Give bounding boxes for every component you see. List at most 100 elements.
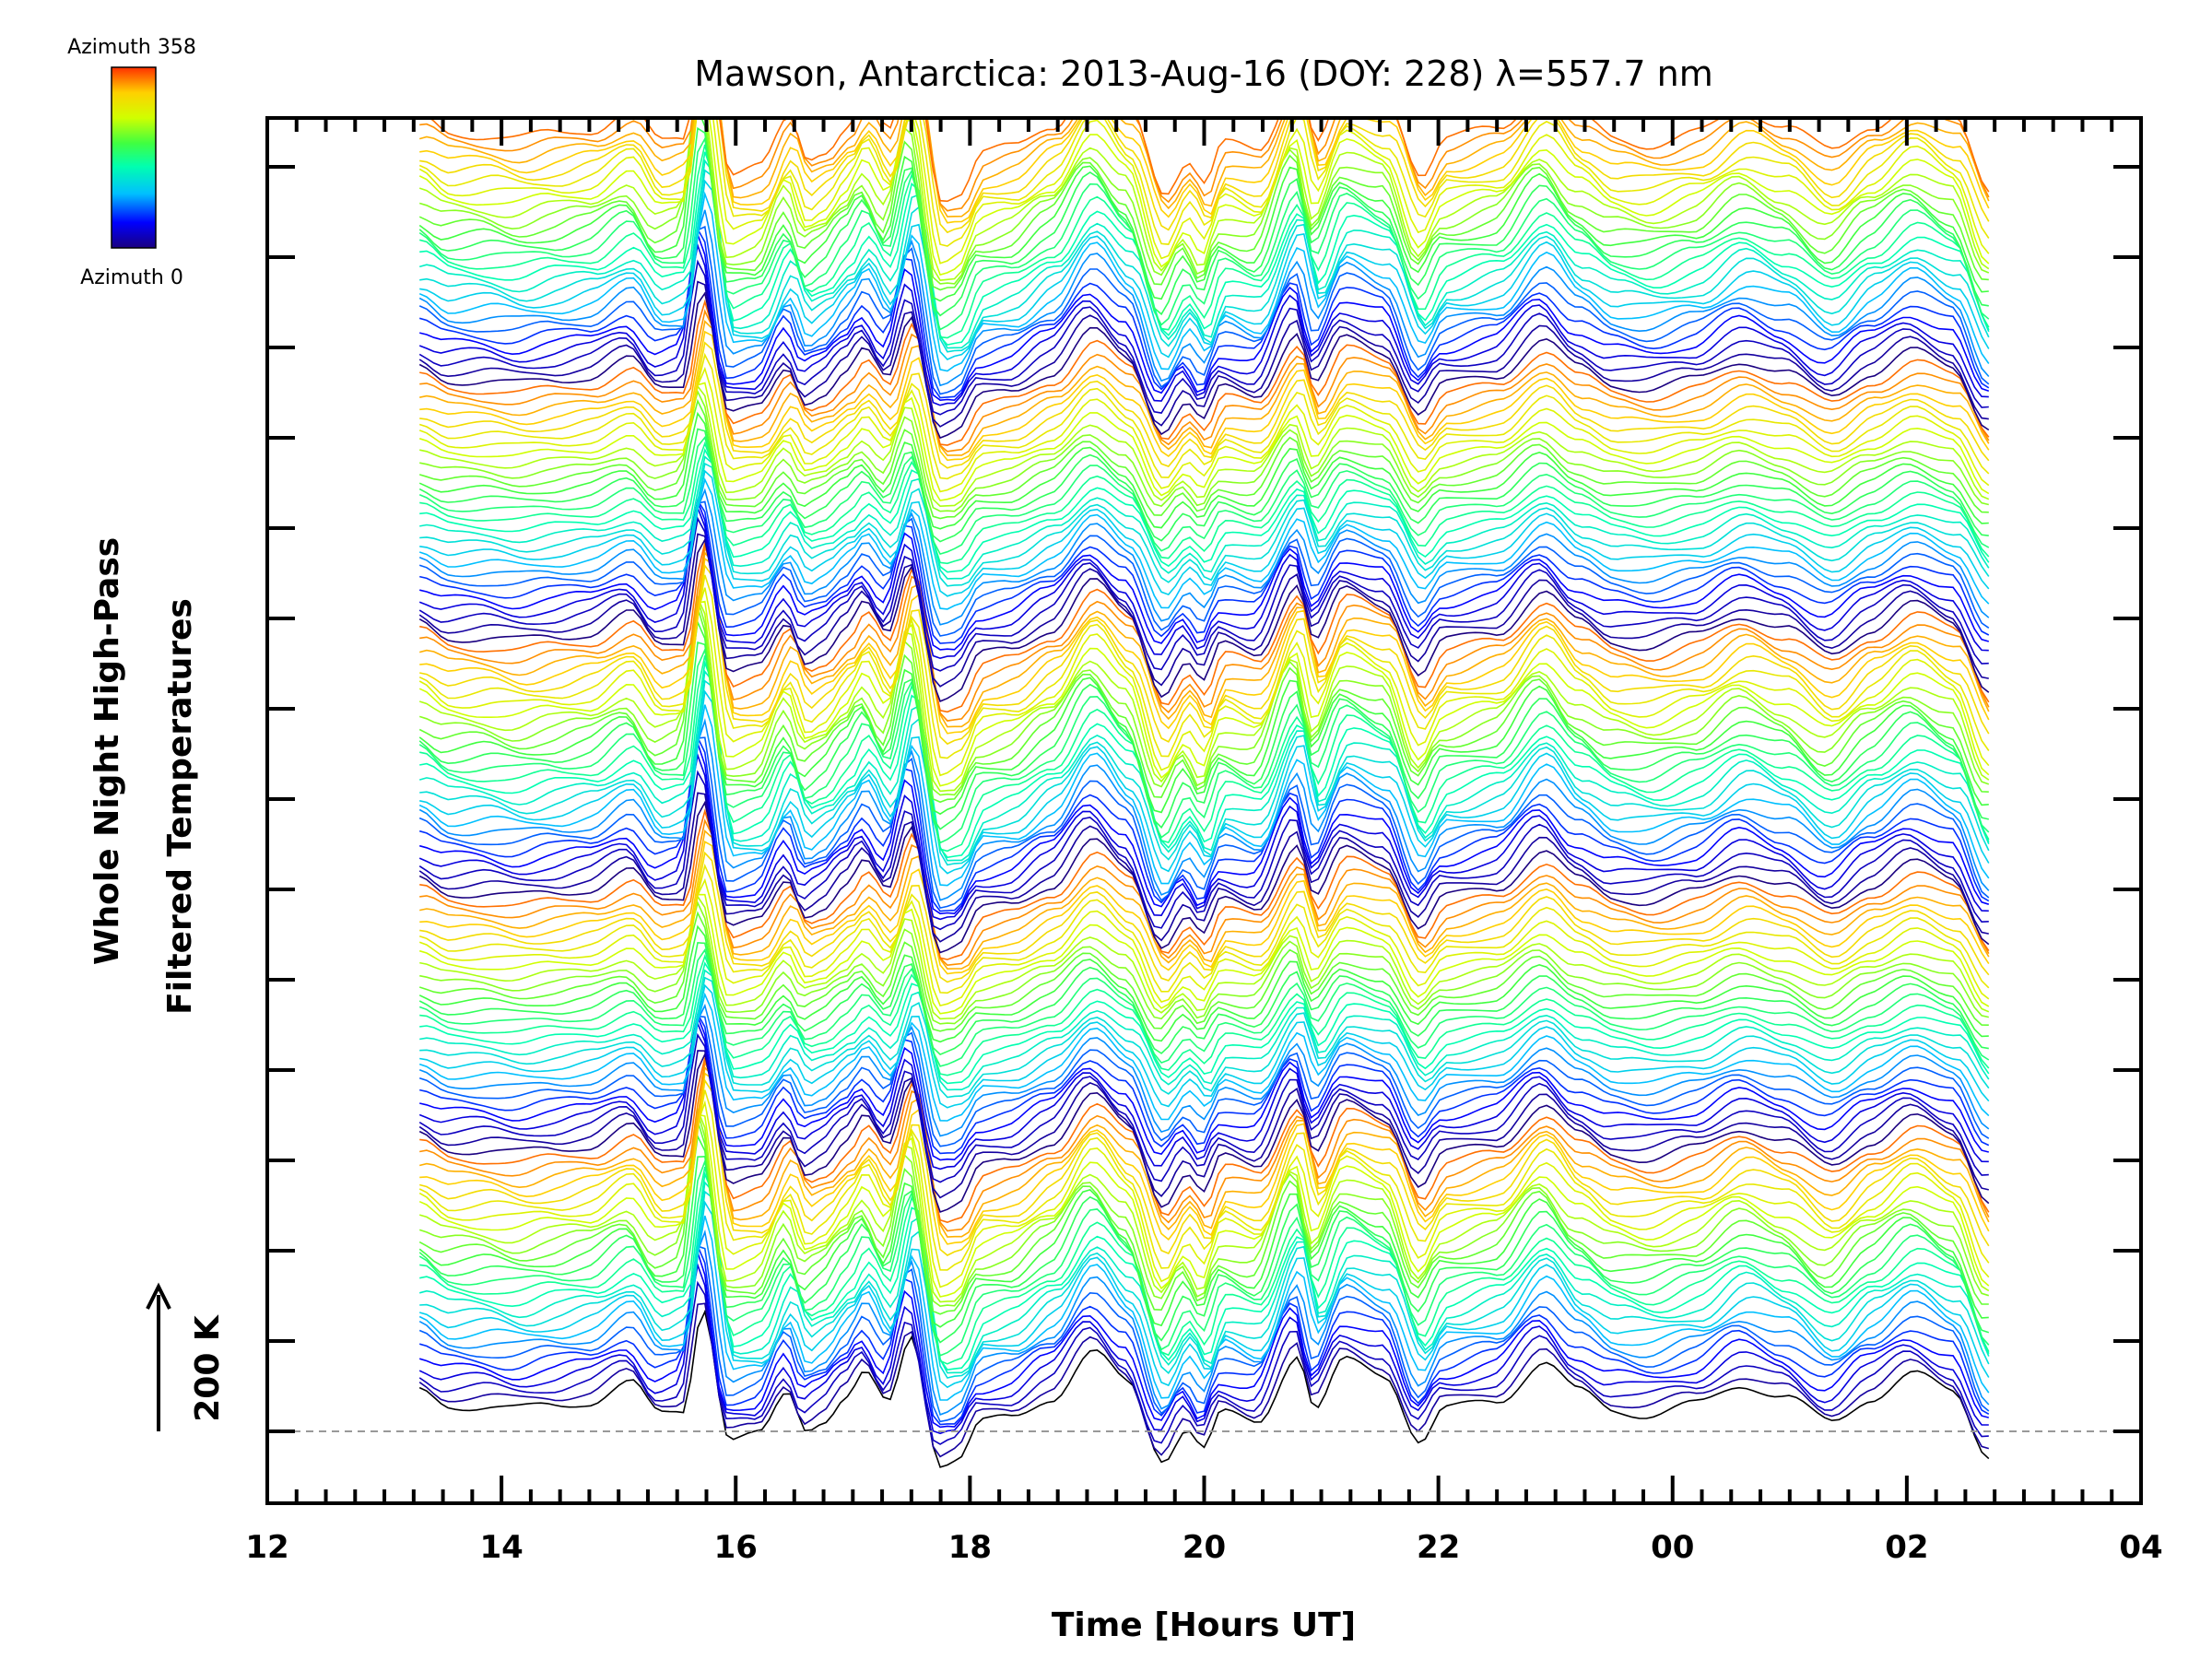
azimuth-trace <box>418 1050 1989 1199</box>
azimuth-trace <box>418 992 1990 1122</box>
azimuth-trace <box>418 619 1989 816</box>
azimuth-trace <box>418 1159 1990 1357</box>
azimuth-trace <box>418 126 1989 317</box>
azimuth-trace <box>418 736 1990 910</box>
azimuth-trace <box>419 655 1990 853</box>
azimuth-trace <box>419 462 1990 587</box>
azimuth-trace <box>419 830 1990 971</box>
azimuth-trace <box>418 1078 1990 1256</box>
azimuth-trace <box>419 151 1990 346</box>
azimuth-trace <box>419 1065 1990 1238</box>
azimuth-trace <box>418 1032 1989 1183</box>
azimuth-trace <box>419 1059 1990 1232</box>
azimuth-trace <box>418 1302 1990 1458</box>
azimuth-trace <box>419 1190 1990 1379</box>
azimuth-trace <box>419 969 1990 1091</box>
x-axis-label: Time [Hours UT] <box>1052 1606 1356 1644</box>
azimuth-trace <box>418 1015 1990 1147</box>
scale-arrow-head <box>146 1282 171 1310</box>
azimuth-trace <box>418 550 1990 728</box>
azimuth-trace <box>418 1262 1989 1435</box>
azimuth-trace <box>418 118 1990 218</box>
scale-label: 200 K <box>189 1314 227 1422</box>
azimuth-trace <box>418 411 1989 530</box>
azimuth-trace <box>418 877 1990 1007</box>
azimuth-trace <box>418 647 1990 844</box>
azimuth-trace <box>418 800 1990 954</box>
azimuth-trace <box>418 587 1990 777</box>
azimuth-trace <box>418 118 1990 247</box>
azimuth-trace <box>419 118 1990 212</box>
azimuth-trace <box>419 447 1990 573</box>
trace-group <box>418 118 1990 1468</box>
azimuth-trace <box>418 428 1989 543</box>
scale-indicator: 200 K <box>146 1282 227 1431</box>
azimuth-trace <box>418 1121 1989 1315</box>
colorbar-top-label: Azimuth 358 <box>67 36 196 59</box>
azimuth-trace <box>418 1003 1990 1137</box>
azimuth-trace <box>419 309 1990 453</box>
azimuth-trace <box>419 961 1990 1085</box>
azimuth-trace <box>419 341 1990 469</box>
azimuth-trace <box>418 770 1989 931</box>
azimuth-trace <box>418 1020 1989 1171</box>
x-tick-label: 18 <box>948 1529 992 1566</box>
azimuth-trace <box>418 1100 1990 1288</box>
azimuth-trace <box>418 291 1990 440</box>
colorbar-gradient <box>111 66 157 249</box>
azimuth-trace <box>419 1057 1990 1224</box>
azimuth-trace <box>418 118 1990 265</box>
azimuth-trace <box>418 911 1989 1032</box>
azimuth-trace <box>418 191 1990 372</box>
azimuth-trace <box>419 498 1990 644</box>
azimuth-trace <box>418 159 1990 349</box>
azimuth-trace <box>418 259 1989 416</box>
azimuth-trace <box>418 435 1990 556</box>
azimuth-trace <box>418 225 1990 395</box>
azimuth-trace <box>418 743 1990 915</box>
azimuth-trace <box>418 947 1990 1067</box>
azimuth-trace <box>429 118 1990 203</box>
azimuth-trace <box>418 477 1990 610</box>
azimuth-trace <box>418 924 1989 1043</box>
azimuth-trace <box>418 118 1989 302</box>
azimuth-trace <box>418 136 1990 331</box>
azimuth-trace <box>418 574 1990 759</box>
azimuth-trace <box>419 841 1990 975</box>
azimuth-trace <box>418 863 1990 994</box>
azimuth-trace <box>419 330 1990 462</box>
azimuth-trace <box>419 689 1990 875</box>
colorbar: Azimuth 358 Azimuth 0 <box>67 36 196 289</box>
azimuth-trace <box>418 504 1989 660</box>
azimuth-trace <box>418 669 1990 862</box>
azimuth-trace <box>418 398 1989 520</box>
azimuth-trace <box>418 606 1989 804</box>
azimuth-trace <box>418 1309 1990 1468</box>
azimuth-trace <box>419 1072 1990 1245</box>
azimuth-trace <box>418 144 1990 339</box>
azimuth-trace <box>419 544 1990 722</box>
azimuth-trace <box>418 118 1990 281</box>
azimuth-trace <box>419 983 1990 1109</box>
azimuth-trace <box>419 441 1990 565</box>
azimuth-trace <box>419 1166 1990 1365</box>
azimuth-trace <box>418 366 1990 493</box>
azimuth-trace <box>419 954 1990 1077</box>
azimuth-trace <box>418 500 1990 637</box>
colorbar-bottom-label: Azimuth 0 <box>80 266 183 289</box>
azimuth-trace <box>418 1181 1990 1374</box>
azimuth-trace <box>418 752 1989 921</box>
y-axis-label-line2: Filtered Temperatures <box>161 598 199 1015</box>
azimuth-trace <box>418 533 1989 688</box>
azimuth-trace <box>419 808 1990 960</box>
azimuth-trace <box>418 792 1989 943</box>
x-tick-label: 02 <box>1885 1529 1928 1566</box>
y-axis-label-line1: Whole Night High-Pass <box>88 537 126 965</box>
azimuth-trace <box>419 384 1990 508</box>
azimuth-trace <box>419 1014 1989 1161</box>
azimuth-trace <box>418 1155 1990 1344</box>
azimuth-trace <box>418 242 1989 406</box>
chart-title: Mawson, Antarctica: 2013-Aug-16 (DOY: 22… <box>694 53 1713 94</box>
azimuth-trace <box>418 600 1990 787</box>
